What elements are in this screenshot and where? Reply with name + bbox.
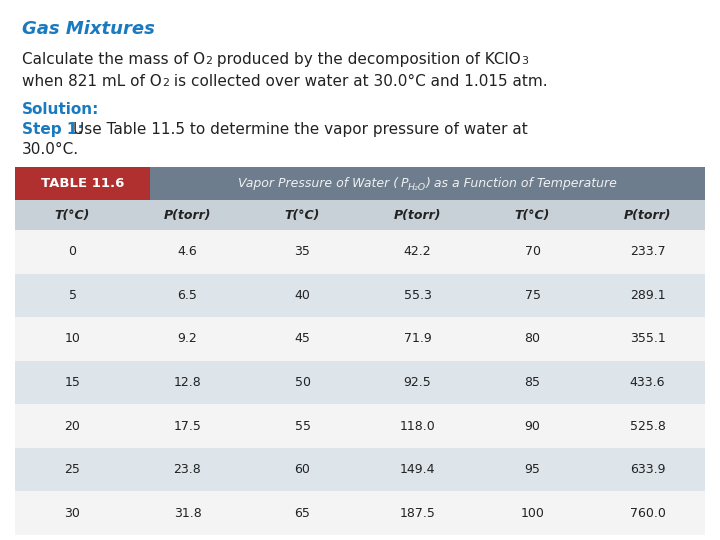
Text: 71.9: 71.9 xyxy=(404,333,431,346)
Text: T(°C): T(°C) xyxy=(285,208,320,221)
Text: 525.8: 525.8 xyxy=(629,420,665,433)
Text: 2: 2 xyxy=(205,56,212,66)
Text: 0: 0 xyxy=(68,245,76,258)
Text: 2: 2 xyxy=(162,78,168,88)
Text: 187.5: 187.5 xyxy=(400,507,436,519)
Text: P(torr): P(torr) xyxy=(624,208,671,221)
Text: 65: 65 xyxy=(294,507,310,519)
Text: Solution:: Solution: xyxy=(22,102,99,117)
Text: 90: 90 xyxy=(525,420,541,433)
Text: 55.3: 55.3 xyxy=(404,289,431,302)
Text: 25: 25 xyxy=(65,463,81,476)
Polygon shape xyxy=(15,200,705,230)
Text: 10: 10 xyxy=(65,333,81,346)
Text: Calculate the mass of O: Calculate the mass of O xyxy=(22,52,205,67)
Text: 3: 3 xyxy=(521,56,528,66)
Polygon shape xyxy=(15,274,705,317)
Text: 149.4: 149.4 xyxy=(400,463,436,476)
Text: Vapor Pressure of Water (: Vapor Pressure of Water ( xyxy=(238,177,400,190)
Text: T(°C): T(°C) xyxy=(55,208,90,221)
Text: 60: 60 xyxy=(294,463,310,476)
Polygon shape xyxy=(15,404,705,448)
Polygon shape xyxy=(15,317,705,361)
Text: 95: 95 xyxy=(525,463,541,476)
Text: P(torr): P(torr) xyxy=(163,208,211,221)
Text: Gas Mixtures: Gas Mixtures xyxy=(22,20,155,38)
Text: 17.5: 17.5 xyxy=(174,420,202,433)
Polygon shape xyxy=(15,230,705,274)
Text: P: P xyxy=(400,177,408,190)
Text: 289.1: 289.1 xyxy=(630,289,665,302)
Polygon shape xyxy=(15,361,705,404)
Text: 6.5: 6.5 xyxy=(178,289,197,302)
Text: 233.7: 233.7 xyxy=(630,245,665,258)
Text: 92.5: 92.5 xyxy=(404,376,431,389)
Text: 118.0: 118.0 xyxy=(400,420,436,433)
Text: Use Table 11.5 to determine the vapor pressure of water at: Use Table 11.5 to determine the vapor pr… xyxy=(73,122,528,137)
Text: 75: 75 xyxy=(524,289,541,302)
Text: 5: 5 xyxy=(68,289,76,302)
Text: 20: 20 xyxy=(65,420,81,433)
Text: 433.6: 433.6 xyxy=(630,376,665,389)
Polygon shape xyxy=(150,167,705,200)
Text: ) as a Function of Temperature: ) as a Function of Temperature xyxy=(426,177,618,190)
Text: P(torr): P(torr) xyxy=(394,208,441,221)
Text: 35: 35 xyxy=(294,245,310,258)
Text: 45: 45 xyxy=(294,333,310,346)
Text: 40: 40 xyxy=(294,289,310,302)
Text: 355.1: 355.1 xyxy=(629,333,665,346)
Text: 760.0: 760.0 xyxy=(629,507,665,519)
Text: when 821 mL of O: when 821 mL of O xyxy=(22,74,162,89)
Text: 80: 80 xyxy=(524,333,541,346)
Text: 23.8: 23.8 xyxy=(174,463,202,476)
Text: is collected over water at 30.0°C and 1.015 atm.: is collected over water at 30.0°C and 1.… xyxy=(168,74,547,89)
Polygon shape xyxy=(15,167,150,200)
Polygon shape xyxy=(15,491,705,535)
Text: 30.0°C.: 30.0°C. xyxy=(22,142,79,157)
Text: Step 1:: Step 1: xyxy=(22,122,84,137)
Text: 9.2: 9.2 xyxy=(178,333,197,346)
Text: 30: 30 xyxy=(65,507,81,519)
Polygon shape xyxy=(15,448,705,491)
Text: 31.8: 31.8 xyxy=(174,507,202,519)
Text: 15: 15 xyxy=(65,376,81,389)
Text: TABLE 11.6: TABLE 11.6 xyxy=(40,177,124,190)
Text: T(°C): T(°C) xyxy=(515,208,550,221)
Text: H₂O: H₂O xyxy=(408,183,426,192)
Text: 100: 100 xyxy=(521,507,544,519)
Text: 50: 50 xyxy=(294,376,310,389)
Text: 633.9: 633.9 xyxy=(630,463,665,476)
Text: 70: 70 xyxy=(524,245,541,258)
Text: 4.6: 4.6 xyxy=(178,245,197,258)
Text: 12.8: 12.8 xyxy=(174,376,202,389)
Text: 42.2: 42.2 xyxy=(404,245,431,258)
Text: 85: 85 xyxy=(524,376,541,389)
Text: 55: 55 xyxy=(294,420,310,433)
Text: produced by the decomposition of KClO: produced by the decomposition of KClO xyxy=(212,52,521,67)
